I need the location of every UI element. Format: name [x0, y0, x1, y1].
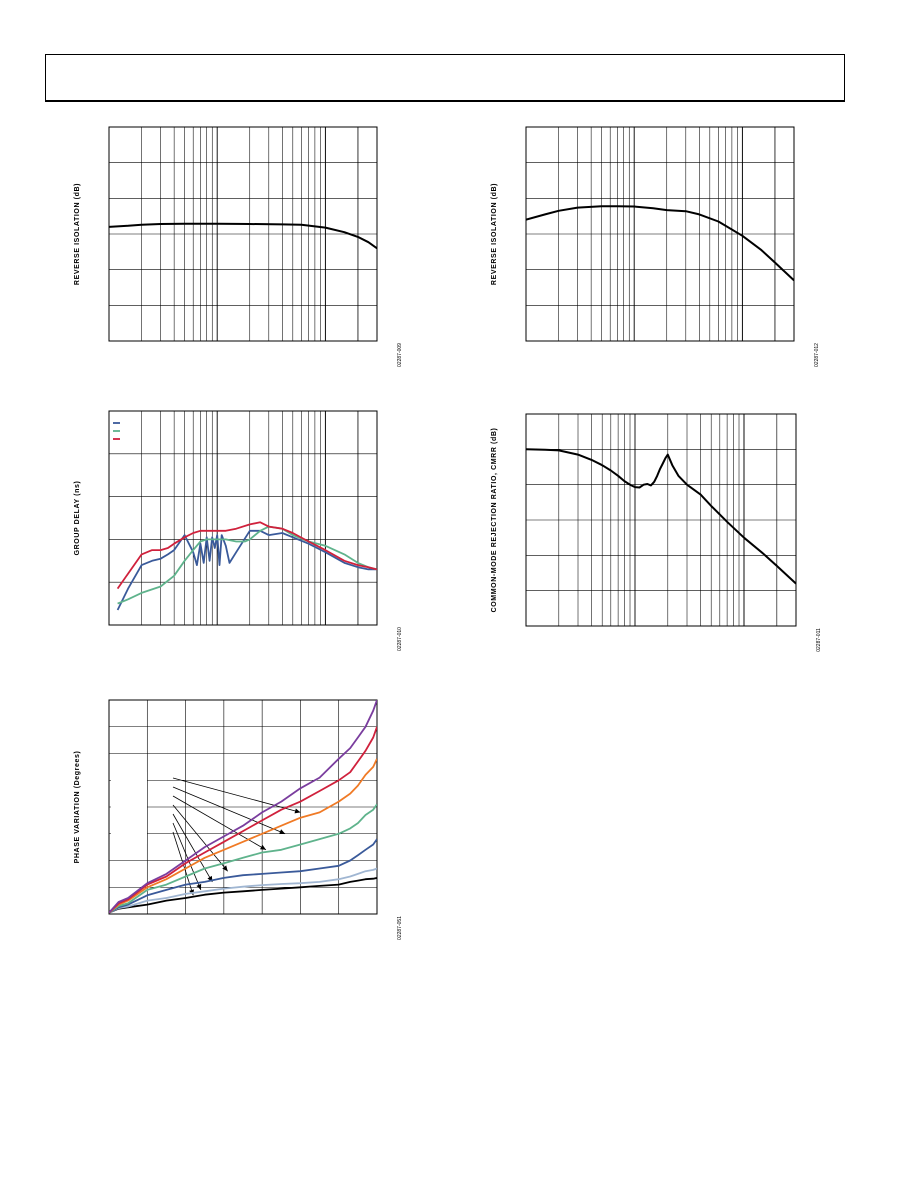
figure-id: 02287-010	[397, 627, 403, 651]
figure-id: 02287-012	[814, 343, 820, 367]
reverse-isolation-chart-1: REVERSE ISOLATION (dB) 02287-009	[74, 126, 403, 367]
reverse-isolation-chart-2: REVERSE ISOLATION (dB) 02287-012	[491, 126, 820, 367]
page-header	[45, 54, 845, 102]
annotation-arrowhead	[222, 865, 228, 872]
annotation-arrow	[172, 777, 301, 813]
series-line-1	[526, 448, 796, 585]
cmrr-chart: COMMON-MODE REJECTION RATIO, CMRR (dB) 02…	[491, 413, 822, 652]
series-line-1	[109, 877, 377, 914]
series-line-6	[109, 726, 377, 914]
series-line-3	[109, 838, 377, 914]
figure-id: 02287-011	[816, 628, 822, 652]
y-axis-label: GROUP DELAY (ns)	[74, 481, 81, 556]
series-line-2	[117, 525, 377, 605]
annotation-arrow	[172, 804, 228, 872]
series-line-1	[109, 222, 377, 250]
annotation-arrowhead	[279, 829, 286, 835]
plot-frame	[525, 413, 797, 627]
series-line-7	[109, 700, 377, 914]
group-delay-chart: GROUP DELAY (ns) 02287-010	[74, 410, 403, 651]
series-line-4	[109, 803, 377, 914]
annotation-arrowhead	[294, 808, 301, 814]
plot-frame	[108, 126, 378, 342]
annotation-arrowhead	[196, 883, 202, 890]
series-line-1	[526, 205, 794, 282]
plot-frame	[525, 126, 795, 342]
series-line-5	[109, 758, 377, 914]
series-line-1	[116, 529, 377, 611]
grid	[525, 413, 797, 627]
annotation-label-box	[111, 772, 147, 844]
annotation-arrow	[172, 786, 286, 835]
annotation-arrow	[172, 822, 202, 891]
annotation-arrow	[172, 795, 267, 851]
y-axis-label: REVERSE ISOLATION (dB)	[491, 183, 498, 285]
figure-id: 02287-051	[397, 916, 403, 940]
plot-frame	[108, 699, 378, 915]
series-line-2	[109, 867, 377, 914]
y-axis-label: REVERSE ISOLATION (dB)	[74, 183, 81, 285]
series-line-3	[116, 521, 377, 590]
grid	[525, 126, 795, 342]
grid	[108, 410, 378, 626]
figure-id: 02287-009	[397, 343, 403, 367]
y-axis-label: PHASE VARIATION (Degrees)	[74, 751, 81, 864]
annotation-arrow	[172, 813, 213, 883]
y-axis-label: COMMON-MODE REJECTION RATIO, CMRR (dB)	[491, 428, 498, 613]
annotation-arrowhead	[259, 844, 266, 850]
plot-frame	[108, 410, 378, 626]
phase-variation-chart: PHASE VARIATION (Degrees) 02287-051	[74, 699, 403, 940]
